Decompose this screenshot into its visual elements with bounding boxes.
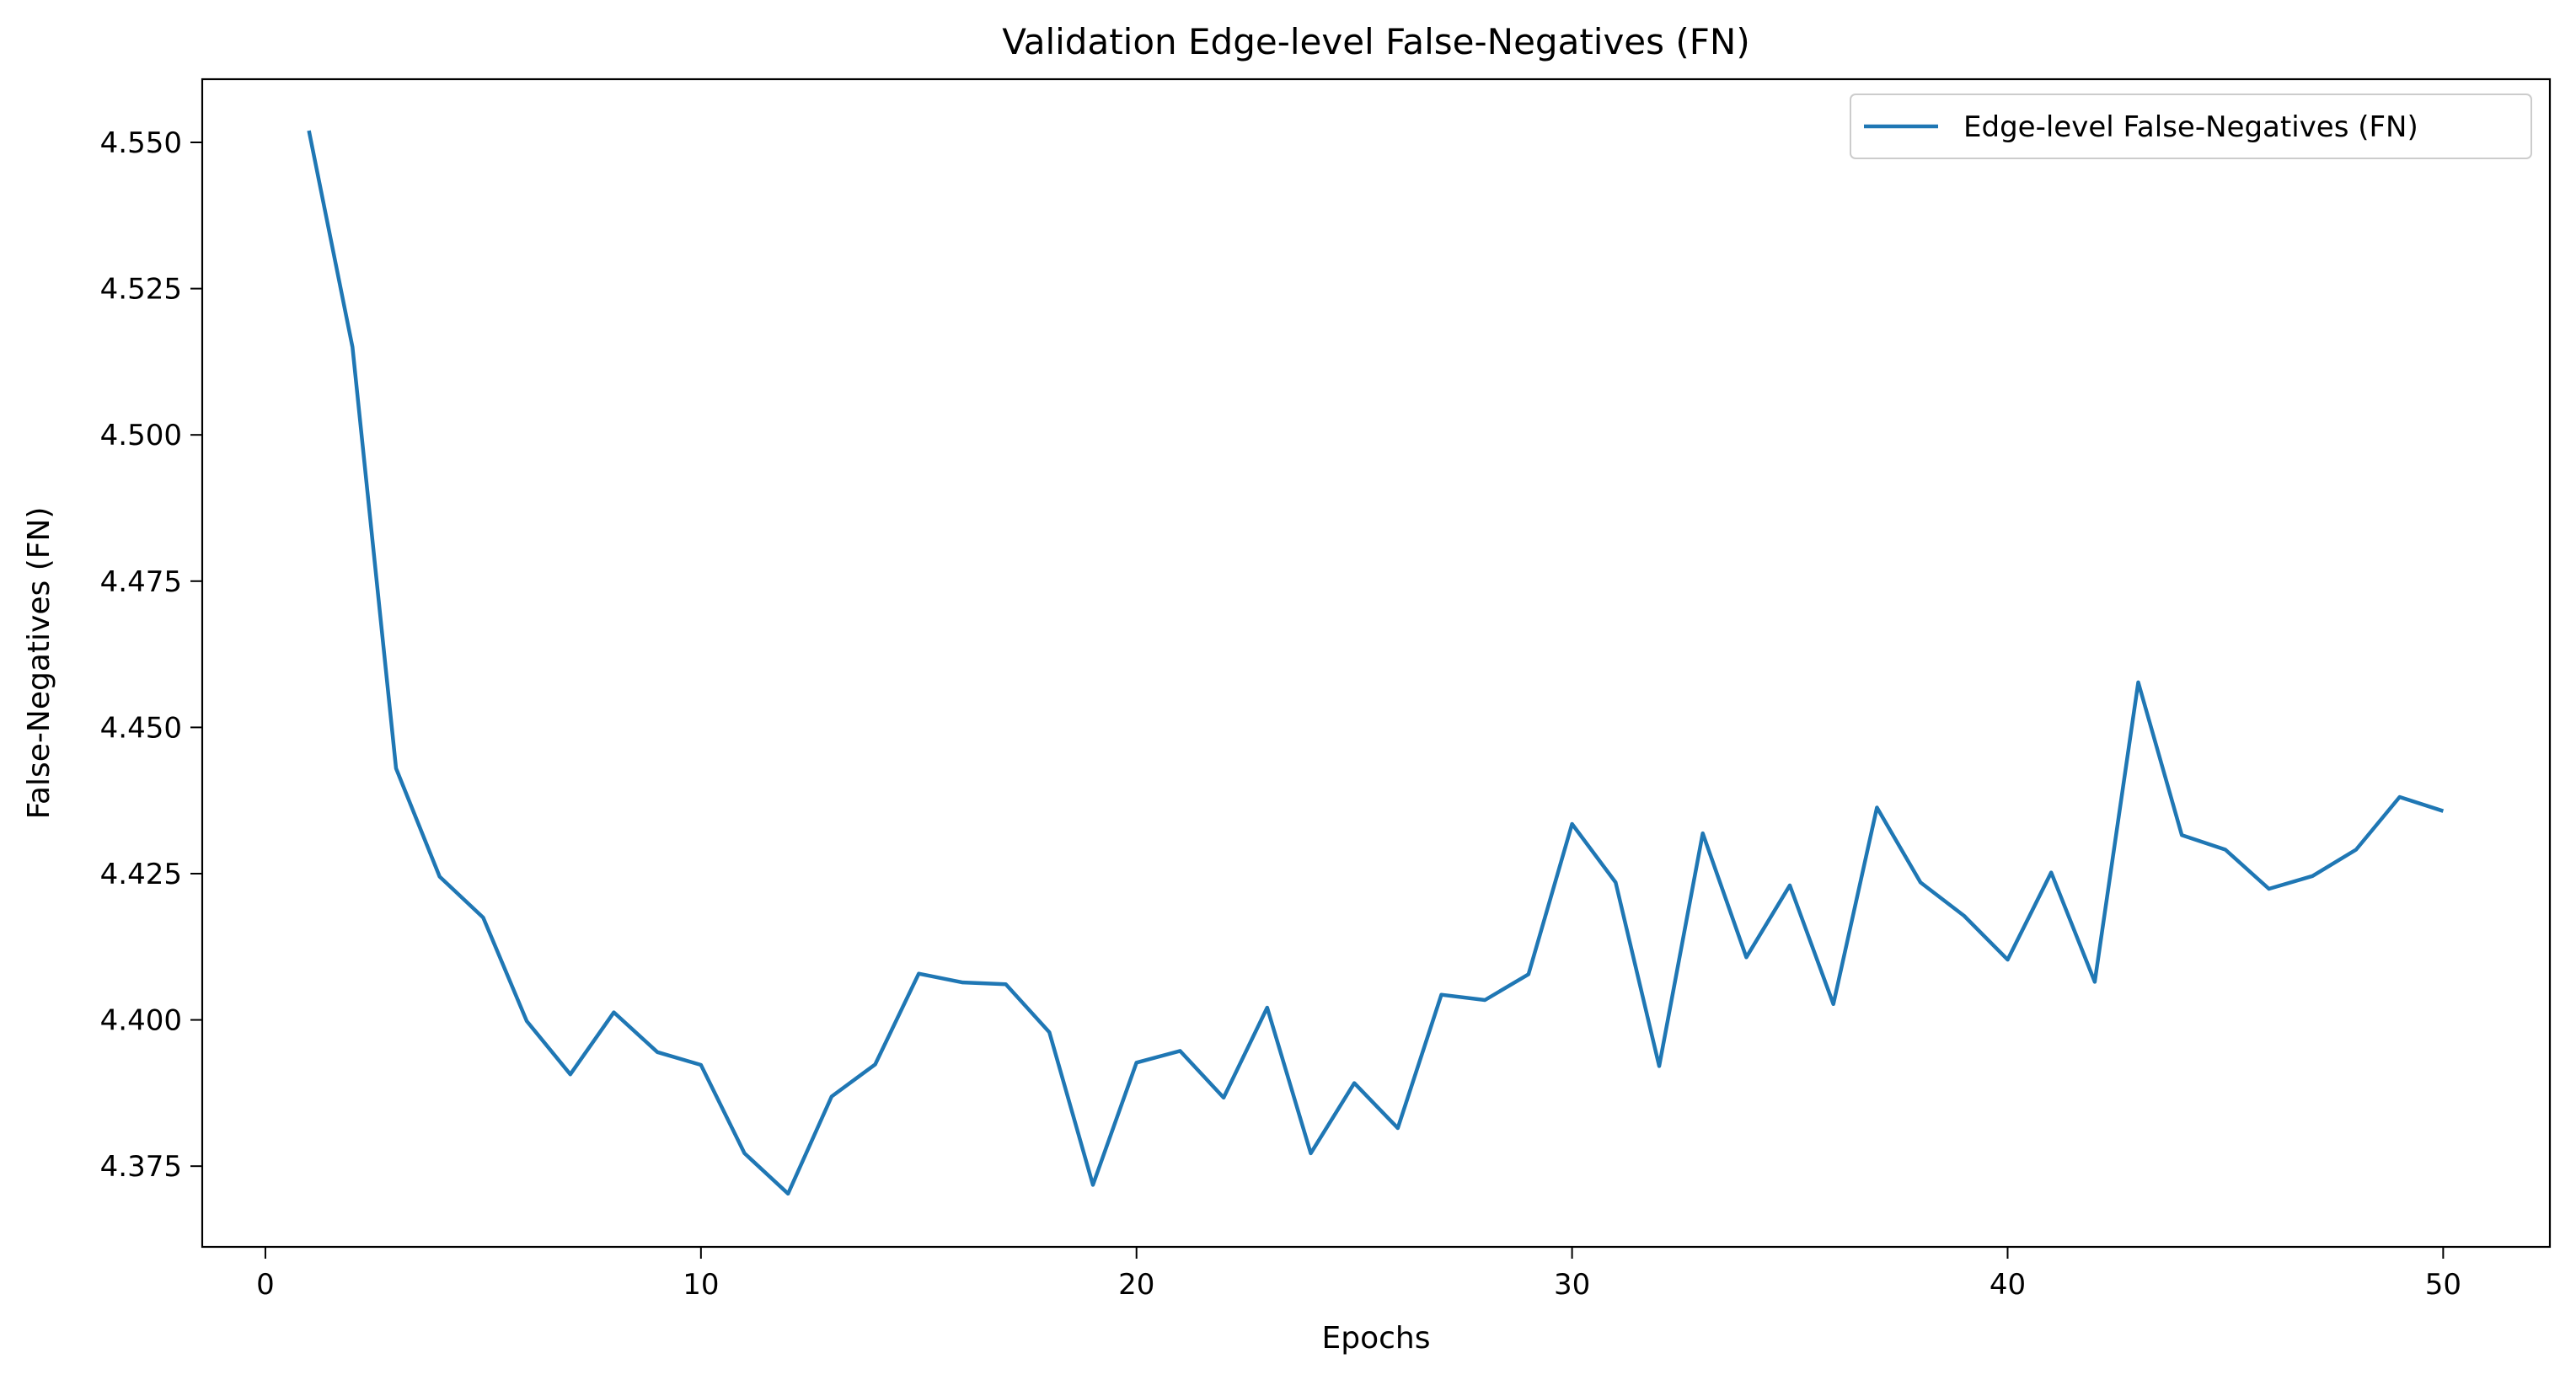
x-tick-label: 10 [683,1268,719,1302]
legend-box [1850,94,2532,159]
x-axis: 0 10 20 30 40 50 [256,1247,2461,1302]
plot-frame [201,78,2552,1249]
x-tick-label: 40 [1990,1268,2026,1302]
y-tick-label: 4.425 [100,858,182,891]
y-tick-label: 4.525 [100,273,182,307]
plot-area [307,130,2445,1196]
legend: Edge-level False-Negatives (FN) [1850,94,2532,159]
y-tick-label: 4.375 [100,1150,182,1184]
y-axis: 4.375 4.400 4.425 4.450 4.475 4.500 4.525 4.550 [100,126,202,1184]
x-tick-label: 20 [1118,1268,1154,1302]
y-tick-label: 4.500 [100,419,182,452]
y-tick-label: 4.400 [100,1004,182,1038]
x-tick-label: 50 [2425,1268,2461,1302]
y-tick-label: 4.475 [100,565,182,599]
x-tick-label: 30 [1554,1268,1590,1302]
x-tick-label: 0 [256,1268,275,1302]
y-axis-label: False-Negatives (FN) [22,507,56,820]
legend-label: Edge-level False-Negatives (FN) [1963,110,2418,144]
x-axis-label: Epochs [1322,1321,1431,1356]
y-tick-label: 4.450 [100,711,182,745]
chart-title: Validation Edge-level False-Negatives (F… [1002,21,1749,62]
y-tick-label: 4.550 [100,126,182,160]
series-line-0 [307,130,2445,1196]
